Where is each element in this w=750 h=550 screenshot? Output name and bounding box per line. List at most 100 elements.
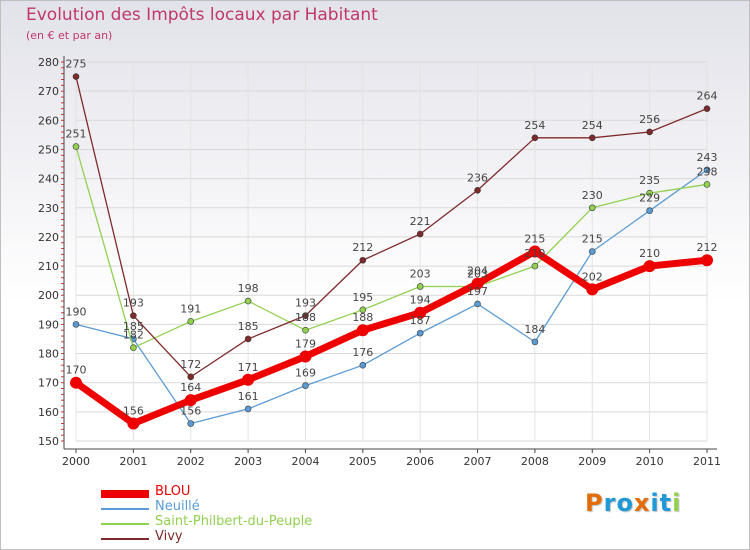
- x-tick-label: 2003: [234, 455, 262, 468]
- data-point: [70, 376, 82, 389]
- data-point: [127, 417, 140, 430]
- data-label: 210: [639, 247, 660, 260]
- data-label: 212: [352, 241, 373, 254]
- y-tick-label: 180: [38, 348, 59, 361]
- data-point: [528, 245, 541, 258]
- data-point: [302, 382, 309, 389]
- data-label: 215: [582, 233, 603, 246]
- data-label: 221: [410, 215, 431, 228]
- data-label: 187: [410, 314, 431, 327]
- chart-subtitle: (en € et par an): [26, 29, 113, 42]
- legend-swatch: [101, 490, 149, 498]
- data-point: [244, 335, 252, 343]
- data-point: [531, 338, 539, 346]
- data-point: [72, 143, 80, 150]
- logo-letter: i: [650, 489, 660, 517]
- data-label: 229: [639, 192, 660, 205]
- data-point: [72, 321, 80, 328]
- data-point: [299, 350, 312, 363]
- data-point: [359, 361, 367, 369]
- x-tick-label: 2011: [693, 455, 721, 468]
- data-point: [643, 260, 656, 273]
- data-label: 171: [238, 361, 259, 374]
- series-line-vivy: [75, 75, 708, 378]
- data-point: [72, 73, 80, 80]
- data-point: [646, 128, 653, 136]
- data-label: 210: [524, 247, 545, 260]
- data-point: [471, 277, 484, 290]
- data-label: 156: [123, 405, 144, 418]
- data-label: 198: [238, 282, 259, 295]
- data-label: 185: [123, 320, 144, 333]
- data-point: [184, 394, 197, 407]
- data-label: 182: [123, 329, 144, 342]
- proxiti-logo: Proxiti: [585, 489, 681, 517]
- data-label: 164: [180, 381, 201, 394]
- data-label: 236: [467, 171, 488, 184]
- data-label: 203: [410, 267, 431, 280]
- data-label: 204: [467, 265, 488, 278]
- data-label: 185: [238, 320, 259, 333]
- data-label: 195: [352, 291, 373, 304]
- data-label: 191: [180, 302, 201, 315]
- x-tick-label: 2002: [177, 455, 205, 468]
- legend-label: BLOU: [155, 484, 191, 499]
- legend-swatch: [101, 538, 149, 540]
- y-tick-label: 270: [38, 85, 59, 98]
- y-tick-label: 250: [38, 143, 59, 156]
- data-point: [588, 248, 596, 255]
- data-point: [359, 256, 367, 264]
- data-point: [187, 373, 195, 381]
- legend-label: Vivy: [155, 529, 183, 544]
- data-label: 193: [295, 297, 316, 310]
- legend-swatch: [101, 523, 149, 525]
- data-label: 161: [238, 390, 259, 403]
- data-label: 179: [295, 337, 316, 350]
- data-label: 169: [295, 367, 316, 380]
- data-point: [531, 262, 539, 270]
- series-line-neuill-: [75, 169, 708, 425]
- data-point: [244, 405, 252, 413]
- data-point: [130, 312, 137, 319]
- y-tick-label: 170: [38, 377, 59, 390]
- chart-title: Evolution des Impôts locaux par Habitant: [26, 5, 378, 25]
- data-point: [474, 300, 481, 308]
- x-tick-label: 2008: [521, 455, 549, 468]
- data-point: [187, 318, 195, 325]
- data-point: [414, 306, 427, 319]
- data-point: [588, 204, 596, 212]
- x-tick-label: 2009: [578, 455, 606, 468]
- x-tick-label: 2007: [464, 455, 492, 468]
- data-point: [242, 373, 255, 386]
- data-point: [302, 326, 309, 334]
- data-label: 254: [582, 119, 603, 132]
- y-tick-label: 230: [38, 202, 59, 215]
- y-tick-label: 200: [38, 289, 59, 302]
- x-tick-label: 2006: [406, 455, 434, 468]
- y-tick-label: 160: [38, 406, 59, 419]
- legend-swatch: [101, 508, 149, 510]
- logo-letter: x: [633, 489, 651, 517]
- y-tick-label: 260: [38, 114, 59, 127]
- data-point: [588, 134, 596, 142]
- logo-letter: o: [616, 489, 634, 517]
- logo-letter: P: [585, 489, 604, 517]
- data-label: 156: [180, 405, 201, 418]
- data-label: 188: [295, 311, 316, 324]
- x-tick-label: 2010: [636, 455, 664, 468]
- x-tick-label: 2005: [349, 455, 377, 468]
- data-label: 203: [467, 267, 488, 280]
- data-label: 188: [352, 311, 373, 324]
- data-label: 243: [697, 151, 718, 164]
- data-point: [531, 134, 539, 142]
- y-tick-label: 220: [38, 231, 59, 244]
- data-point: [130, 344, 137, 352]
- data-label: 193: [123, 297, 144, 310]
- data-point: [703, 166, 711, 174]
- data-label: 202: [582, 270, 603, 283]
- y-tick-label: 280: [38, 56, 59, 69]
- data-point: [703, 181, 711, 188]
- y-tick-label: 240: [38, 173, 59, 186]
